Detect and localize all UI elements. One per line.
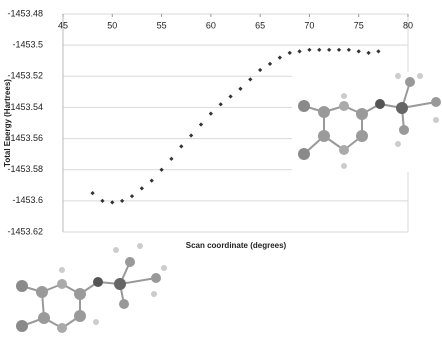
point <box>337 48 341 52</box>
point <box>248 77 252 81</box>
y-tick-label: -1453.54 <box>7 102 43 112</box>
point <box>258 68 262 72</box>
x-tick-label: 60 <box>206 20 216 30</box>
point <box>169 157 173 161</box>
point <box>307 48 311 52</box>
point <box>179 144 183 148</box>
point <box>347 48 351 52</box>
point <box>376 49 380 53</box>
point <box>150 178 154 182</box>
molecule-upper <box>292 72 442 172</box>
x-tick-label: 75 <box>354 20 364 30</box>
x-tick-label: 70 <box>304 20 314 30</box>
y-tick-label: -1453.58 <box>7 164 43 174</box>
x-tick-label: 65 <box>255 20 265 30</box>
y-axis-title: Total Energy (Hartrees) <box>3 79 12 167</box>
point <box>199 122 203 126</box>
point <box>278 55 282 59</box>
x-tick-label: 55 <box>157 20 167 30</box>
y-tick-label: -1453.5 <box>12 40 43 50</box>
point <box>209 112 213 116</box>
point <box>297 49 301 53</box>
point <box>366 51 370 55</box>
point <box>100 199 104 203</box>
x-tick-label: 45 <box>58 20 68 30</box>
x-axis-title: Scan coordinate (degrees) <box>186 241 287 250</box>
point <box>90 191 94 195</box>
y-tick-label: -1453.52 <box>7 71 43 81</box>
x-tick-label: 50 <box>107 20 117 30</box>
point <box>288 51 292 55</box>
point <box>140 186 144 190</box>
point <box>357 49 361 53</box>
point <box>238 87 242 91</box>
y-tick-label: -1453.48 <box>7 8 43 18</box>
point <box>268 62 272 66</box>
point <box>317 48 321 52</box>
y-tick-label: -1453.6 <box>12 195 43 205</box>
point <box>327 48 331 52</box>
point <box>120 199 124 203</box>
point <box>159 168 163 172</box>
x-tick-label: 80 <box>403 20 413 30</box>
y-tick-label: -1453.56 <box>7 133 43 143</box>
point <box>228 94 232 98</box>
point <box>130 194 134 198</box>
molecule-lower <box>16 243 167 333</box>
point <box>189 133 193 137</box>
point <box>219 102 223 106</box>
chart: Total Energy (Hartrees) Scan coordinate … <box>0 0 442 344</box>
y-tick-label: -1453.62 <box>7 226 43 236</box>
